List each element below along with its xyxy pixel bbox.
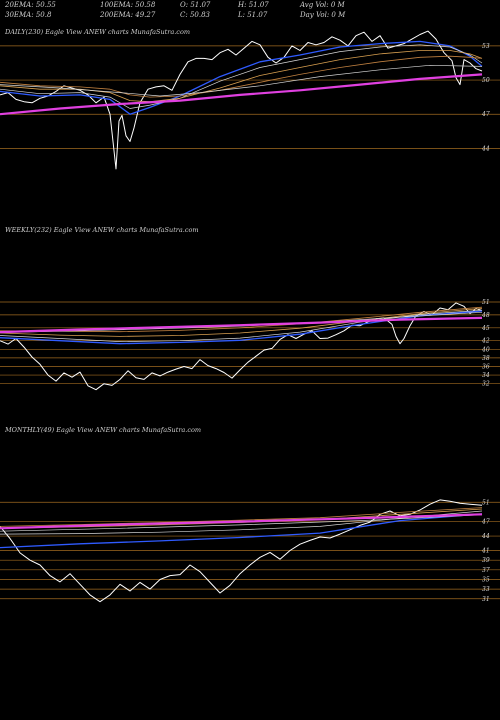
weekly-series-ma_mid1 bbox=[0, 308, 483, 337]
weekly-tick-label: 34 bbox=[482, 372, 490, 379]
weekly-series-ema200 bbox=[0, 316, 483, 334]
monthly-series-ma_mid2 bbox=[0, 507, 483, 527]
indicator-header: 20EMA: 50.55 100EMA: 50.58 O: 51.07 H: 5… bbox=[5, 1, 495, 23]
ema200-value: 200EMA: 49.27 bbox=[100, 11, 156, 19]
weekly-tick-label: 48 bbox=[481, 312, 490, 319]
monthly-series-ema20 bbox=[0, 513, 483, 549]
monthly-series-ema100 bbox=[0, 514, 483, 532]
monthly-tick-label: 33 bbox=[482, 586, 490, 593]
monthly-tick-label: 51 bbox=[482, 499, 490, 506]
ema30-value: 30EMA: 50.8 bbox=[5, 11, 52, 19]
monthly-tick-label: 35 bbox=[482, 576, 490, 583]
weekly-tick-label: 40 bbox=[481, 346, 490, 353]
weekly-tick-label: 51 bbox=[482, 299, 490, 306]
weekly-tick-label: 42 bbox=[481, 338, 490, 345]
high-value: H: 51.07 bbox=[238, 1, 269, 9]
avg-volume: Avg Vol: 0 M bbox=[300, 1, 345, 9]
weekly-series-price bbox=[0, 302, 483, 391]
monthly-chart-title: MONTHLY(49) Eagle View ANEW charts Munaf… bbox=[4, 426, 201, 434]
daily-series-ema30 bbox=[0, 44, 483, 109]
daily-chart: DAILY(230) Eagle View ANEW charts Munafa… bbox=[0, 28, 500, 170]
monthly-tick-label: 31 bbox=[482, 596, 490, 603]
close-value: C: 50.83 bbox=[180, 11, 210, 19]
monthly-tick-label: 41 bbox=[481, 548, 490, 555]
day-volume: Day Vol: 0 M bbox=[300, 11, 346, 19]
ema20-value: 20EMA: 50.55 bbox=[5, 1, 56, 9]
weekly-series-ma_mid2 bbox=[0, 306, 483, 333]
weekly-chart: WEEKLY(232) Eagle View ANEW charts Munaf… bbox=[0, 226, 500, 391]
daily-series-ma_mid2 bbox=[0, 55, 483, 98]
monthly-tick-label: 47 bbox=[481, 519, 490, 526]
monthly-series-ema30 bbox=[0, 510, 483, 535]
daily-series-ema20 bbox=[0, 40, 483, 115]
daily-series-ema100 bbox=[0, 64, 483, 97]
monthly-chart: MONTHLY(49) Eagle View ANEW charts Munaf… bbox=[0, 426, 500, 603]
daily-tick-label: 53 bbox=[482, 43, 490, 50]
weekly-chart-title: WEEKLY(232) Eagle View ANEW charts Munaf… bbox=[5, 226, 199, 234]
monthly-tick-label: 37 bbox=[482, 567, 490, 574]
daily-chart-title: DAILY(230) Eagle View ANEW charts Munafa… bbox=[4, 28, 190, 36]
ema100-value: 100EMA: 50.58 bbox=[100, 1, 156, 9]
daily-tick-label: 47 bbox=[481, 111, 490, 118]
low-value: L: 51.07 bbox=[238, 11, 268, 19]
weekly-tick-label: 38 bbox=[482, 355, 490, 362]
weekly-tick-label: 45 bbox=[481, 325, 490, 332]
monthly-series-price bbox=[0, 499, 483, 603]
weekly-tick-label: 32 bbox=[482, 381, 490, 388]
daily-series-ema200 bbox=[0, 73, 483, 116]
monthly-tick-label: 39 bbox=[482, 557, 490, 564]
monthly-tick-label: 44 bbox=[481, 533, 490, 540]
daily-tick-label: 50 bbox=[482, 77, 490, 84]
monthly-series-ema200 bbox=[0, 513, 483, 530]
open-value: O: 51.07 bbox=[180, 1, 211, 9]
weekly-tick-label: 36 bbox=[482, 363, 490, 370]
daily-tick-label: 44 bbox=[481, 145, 490, 152]
